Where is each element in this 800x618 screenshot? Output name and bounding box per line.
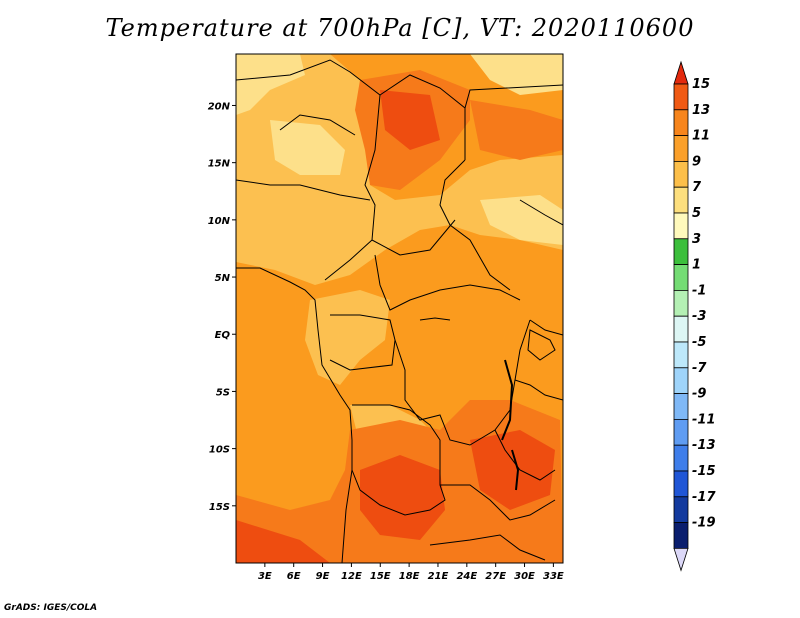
- colorbar-swatch: [673, 109, 689, 137]
- colorbar-label: 5: [692, 206, 701, 221]
- colorbar-swatch: [673, 238, 689, 266]
- colorbar-label: -9: [692, 387, 706, 402]
- colorbar-label: 15: [692, 77, 710, 92]
- temp-band-7-9-north: [236, 54, 563, 285]
- plot-frame: [235, 53, 564, 564]
- colorbar-swatch: [673, 135, 689, 162]
- country-borders: [236, 59, 563, 563]
- colorbar-label: 3: [692, 232, 701, 247]
- colorbar-label: -17: [692, 490, 716, 505]
- colorbar-label: -13: [692, 438, 716, 453]
- lat-tick-label: 5S: [216, 387, 230, 398]
- colorbar-swatch: [673, 264, 689, 291]
- colorbar: 15 13 11 9 7 5 3 1 -1 -3 -5 -7 -9 -11 -13 -15 -17 -19: [673, 60, 716, 572]
- colorbar-label: -11: [692, 412, 716, 427]
- colorbar-label: 13: [692, 103, 710, 118]
- colorbar-label: -19: [692, 516, 716, 531]
- temp-band-5-7-nw: [236, 54, 305, 115]
- lon-tick-label: 24E: [456, 571, 477, 582]
- colorbar-swatch: [673, 186, 689, 214]
- colorbar-swatch: [673, 522, 689, 549]
- temp-band-7-9-congo: [305, 290, 390, 385]
- colorbar-swatch: [673, 289, 689, 317]
- colorbar-label: 7: [692, 180, 702, 195]
- grads-credit: GrADS: IGES/COLA: [4, 603, 98, 613]
- colorbar-swatch: [673, 341, 689, 369]
- lon-tick-label: 33E: [543, 571, 564, 582]
- temp-band-13-15-sw: [236, 520, 330, 563]
- lon-tick-label: 3E: [258, 571, 272, 582]
- latitude-axis: 20N 15N 10N 5N EQ 5S 10S 15S: [208, 101, 236, 513]
- longitude-axis: 3E 6E 9E 12E 15E 18E 21E 24E 27E 30E 33E: [258, 563, 564, 582]
- temp-band-13-15-north: [380, 90, 440, 150]
- colorbar-swatch: [673, 496, 689, 523]
- colorbar-label: -7: [692, 361, 707, 376]
- colorbar-swatch: [673, 393, 689, 420]
- lon-tick-label: 30E: [514, 571, 535, 582]
- colorbar-label: -3: [692, 309, 706, 324]
- colorbar-label: 9: [692, 154, 701, 169]
- lat-tick-label: 10S: [209, 445, 230, 456]
- colorbar-swatch: [673, 83, 689, 111]
- colorbar-max-arrow: [673, 60, 689, 85]
- lon-tick-label: 18E: [399, 571, 420, 582]
- temp-band-13-15-zambia: [360, 455, 445, 540]
- lat-tick-label: 15S: [209, 502, 230, 513]
- lon-tick-label: 21E: [428, 571, 449, 582]
- temp-band-5-7-east: [480, 195, 563, 245]
- map-title: Temperature at 700hPa [C], VT: 202011060…: [105, 14, 695, 42]
- lon-tick-label: 15E: [370, 571, 391, 582]
- lon-tick-label: 12E: [341, 571, 362, 582]
- lon-tick-label: 27E: [485, 571, 506, 582]
- temp-band-5-7-sahel: [270, 120, 345, 175]
- temp-band-13-15-east: [470, 430, 555, 510]
- temperature-field: [236, 54, 563, 563]
- colorbar-swatch: [673, 470, 689, 498]
- temp-band-5-7-ne: [470, 54, 563, 95]
- lat-tick-label: 20N: [208, 101, 231, 112]
- lat-tick-label: 10N: [208, 216, 231, 227]
- lat-tick-label: EQ: [215, 330, 231, 341]
- colorbar-swatch: [673, 160, 689, 188]
- colorbar-label: -15: [692, 464, 716, 479]
- colorbar-swatch: [673, 444, 689, 472]
- colorbar-swatch: [673, 367, 689, 394]
- colorbar-label: 1: [692, 258, 701, 273]
- colorbar-label: -1: [692, 283, 706, 298]
- lon-tick-label: 9E: [316, 571, 330, 582]
- lat-tick-label: 15N: [208, 159, 231, 170]
- temp-band-11-13-sudan: [470, 100, 563, 160]
- colorbar-label: -5: [692, 335, 706, 350]
- colorbar-swatch: [673, 212, 689, 240]
- colorbar-label: 11: [692, 129, 710, 144]
- colorbar-swatch: [673, 418, 689, 446]
- colorbar-swatch: [673, 315, 689, 343]
- lat-tick-label: 5N: [215, 273, 231, 284]
- colorbar-min-arrow: [673, 548, 689, 572]
- lon-tick-label: 6E: [287, 571, 301, 582]
